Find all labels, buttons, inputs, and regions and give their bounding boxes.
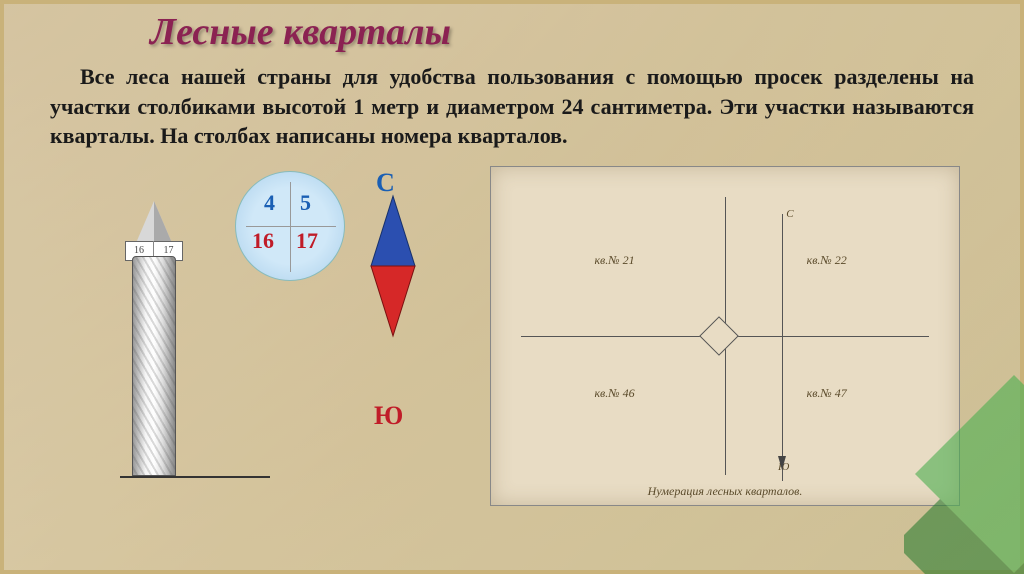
circle-cross-h — [246, 226, 336, 227]
compass-north-triangle — [371, 196, 415, 266]
slide-container: Лесные кварталы Все леса нашей страны дл… — [0, 0, 1024, 574]
diagram-v-line-ns — [782, 214, 783, 481]
compass-south-triangle — [371, 266, 415, 336]
circle-num-bl: 16 — [252, 228, 274, 254]
compass-icon: С Ю — [370, 186, 416, 351]
diagram-q1-label: кв.№ 21 — [594, 253, 634, 268]
slide-title: Лесные кварталы — [150, 10, 974, 54]
pillar-texture — [132, 256, 176, 476]
ground-line — [120, 466, 270, 478]
pillar-tip-shade — [154, 201, 172, 243]
content-row: 16 17 4 5 16 17 С Ю — [50, 166, 974, 506]
diagram-center-post — [699, 316, 739, 356]
compass-south-label: Ю — [374, 401, 403, 431]
diagram-north-label: С — [786, 208, 793, 220]
diagram-caption: Нумерация лесных кварталов. — [491, 484, 959, 499]
diagram-q4-label: кв.№ 47 — [807, 386, 847, 401]
circle-cross-v — [290, 182, 291, 272]
decorative-corner — [904, 374, 1024, 574]
compass-svg — [370, 186, 416, 346]
diagram-q3-label: кв.№ 46 — [594, 386, 634, 401]
circle-num-tl: 4 — [264, 190, 275, 216]
diagram-south-arrow — [778, 456, 786, 470]
diagram-q2-label: кв.№ 22 — [807, 253, 847, 268]
diagram-panel: кв.№ 21 кв.№ 22 кв.№ 46 кв.№ 47 С Ю Нуме… — [490, 166, 960, 506]
circle-num-br: 17 — [296, 228, 318, 254]
cross-diagram: кв.№ 21 кв.№ 22 кв.№ 46 кв.№ 47 С Ю — [521, 197, 929, 475]
body-paragraph: Все леса нашей страны для удобства польз… — [50, 62, 974, 151]
compass-north-label: С — [376, 168, 395, 198]
number-circle: 4 5 16 17 — [235, 171, 345, 281]
left-panel: 16 17 4 5 16 17 С Ю — [50, 166, 470, 506]
circle-num-tr: 5 — [300, 190, 311, 216]
